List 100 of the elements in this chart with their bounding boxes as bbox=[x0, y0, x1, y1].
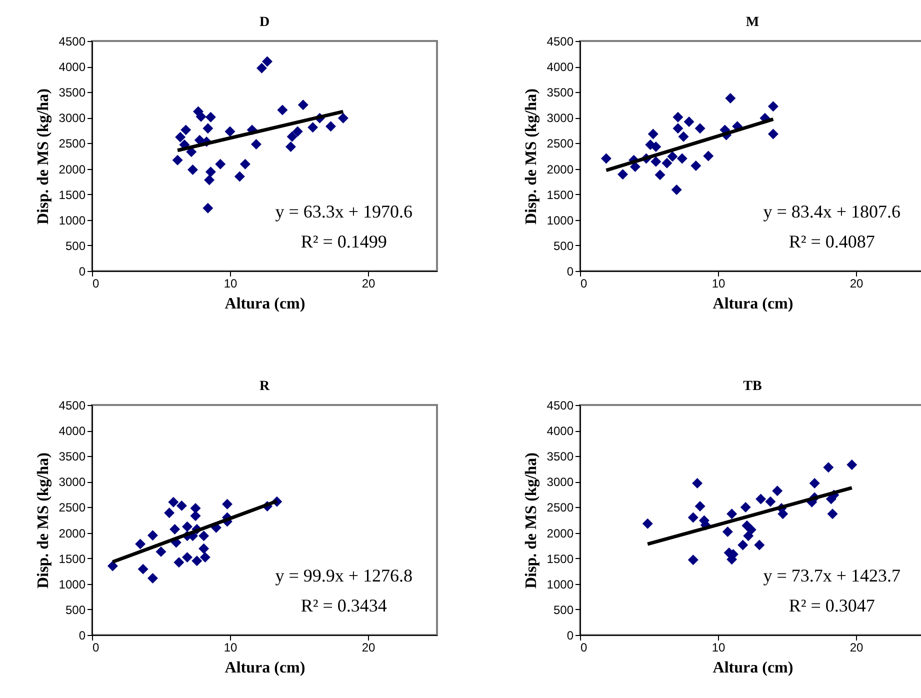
point bbox=[205, 112, 216, 122]
point bbox=[642, 518, 653, 529]
chart-title: M bbox=[746, 15, 760, 30]
y-axis-title: Disp. de MS (kg/ha) bbox=[34, 88, 52, 225]
point bbox=[147, 530, 158, 541]
point bbox=[190, 510, 201, 522]
point bbox=[190, 503, 201, 514]
point bbox=[772, 486, 783, 496]
annotation: R² = 0.4087 bbox=[788, 231, 875, 252]
point bbox=[240, 158, 250, 170]
y-tick-label: 4000 bbox=[58, 424, 86, 438]
point bbox=[286, 131, 298, 142]
point bbox=[298, 100, 308, 110]
y-tick-label: 3500 bbox=[58, 86, 86, 100]
point bbox=[778, 508, 788, 520]
y-tick-label: 1000 bbox=[546, 577, 574, 592]
y-tick-label: 2000 bbox=[58, 526, 86, 540]
point bbox=[678, 131, 689, 142]
point bbox=[688, 512, 698, 523]
y-tick-label: 1500 bbox=[546, 188, 574, 202]
point bbox=[648, 128, 658, 140]
point bbox=[175, 132, 186, 142]
point bbox=[205, 166, 216, 178]
y-tick-label: 1000 bbox=[546, 213, 574, 228]
y-tick-label: 500 bbox=[553, 238, 574, 253]
point bbox=[277, 104, 288, 116]
point bbox=[672, 123, 684, 134]
y-tick-label: 2500 bbox=[546, 500, 574, 515]
y-tick-label: 2500 bbox=[58, 136, 86, 151]
x-tick-label: 20 bbox=[362, 276, 376, 290]
point bbox=[694, 123, 706, 134]
x-axis-title: Altura (cm) bbox=[224, 296, 306, 312]
y-tick-label: 3000 bbox=[546, 475, 574, 490]
point bbox=[138, 564, 148, 574]
point bbox=[204, 174, 215, 186]
point bbox=[738, 540, 748, 550]
point bbox=[222, 498, 232, 510]
point bbox=[308, 122, 318, 133]
y-tick-label: 2500 bbox=[546, 136, 574, 151]
point bbox=[285, 142, 296, 152]
point bbox=[202, 202, 214, 214]
point bbox=[846, 460, 858, 470]
point bbox=[726, 508, 738, 520]
point bbox=[756, 494, 766, 504]
point bbox=[292, 126, 303, 137]
x-tick-label: 20 bbox=[850, 640, 864, 654]
point bbox=[650, 156, 662, 167]
y-tick-label: 0 bbox=[566, 264, 574, 278]
point bbox=[768, 128, 778, 140]
y-tick-label: 4000 bbox=[546, 424, 574, 438]
y-tick-label: 2000 bbox=[546, 162, 574, 176]
point bbox=[168, 496, 179, 508]
point bbox=[676, 153, 688, 164]
x-tick-label: 0 bbox=[580, 276, 588, 290]
point bbox=[671, 184, 682, 195]
y-tick-label: 3500 bbox=[546, 86, 574, 100]
point bbox=[107, 560, 118, 572]
y-tick-label: 0 bbox=[78, 628, 86, 642]
point bbox=[662, 158, 672, 168]
annotation: y = 99.9x + 1276.8 bbox=[275, 565, 413, 586]
y-axis-title: Disp. de MS (kg/ha) bbox=[34, 452, 52, 589]
point bbox=[690, 160, 702, 171]
point bbox=[746, 524, 756, 535]
point bbox=[809, 478, 820, 488]
point bbox=[823, 462, 834, 473]
y-tick-label: 3500 bbox=[58, 450, 86, 464]
y-tick-label: 3000 bbox=[546, 111, 574, 126]
y-tick-label: 4500 bbox=[546, 34, 574, 48]
annotation: R² = 0.1499 bbox=[300, 231, 387, 252]
point bbox=[754, 540, 765, 550]
x-tick-label: 10 bbox=[224, 276, 238, 290]
point bbox=[176, 500, 187, 511]
point bbox=[654, 170, 666, 180]
point bbox=[192, 556, 202, 566]
y-tick-label: 500 bbox=[553, 602, 574, 617]
point bbox=[198, 530, 210, 542]
point bbox=[256, 62, 267, 74]
y-tick-label: 3500 bbox=[546, 450, 574, 464]
point bbox=[694, 500, 706, 512]
point bbox=[170, 524, 180, 534]
chart-title: TB bbox=[743, 379, 762, 394]
point bbox=[338, 112, 348, 124]
point bbox=[200, 552, 210, 563]
x-axis-title: Altura (cm) bbox=[712, 660, 794, 676]
point bbox=[215, 158, 226, 170]
annotation: y = 73.7x + 1423.7 bbox=[763, 565, 901, 586]
x-axis-title: Altura (cm) bbox=[224, 660, 306, 676]
point bbox=[250, 139, 262, 150]
y-tick-label: 2500 bbox=[58, 500, 86, 515]
point bbox=[667, 151, 678, 162]
x-tick-label: 10 bbox=[224, 640, 238, 654]
y-tick-label: 1000 bbox=[58, 213, 86, 228]
annotation: R² = 0.3047 bbox=[788, 595, 875, 616]
y-axis-title: Disp. de MS (kg/ha) bbox=[522, 88, 540, 225]
x-tick-label: 20 bbox=[850, 276, 864, 290]
point bbox=[198, 543, 210, 554]
y-tick-label: 500 bbox=[65, 602, 86, 617]
y-tick-label: 4000 bbox=[546, 60, 574, 74]
y-tick-label: 1500 bbox=[58, 188, 86, 202]
point bbox=[180, 124, 192, 136]
